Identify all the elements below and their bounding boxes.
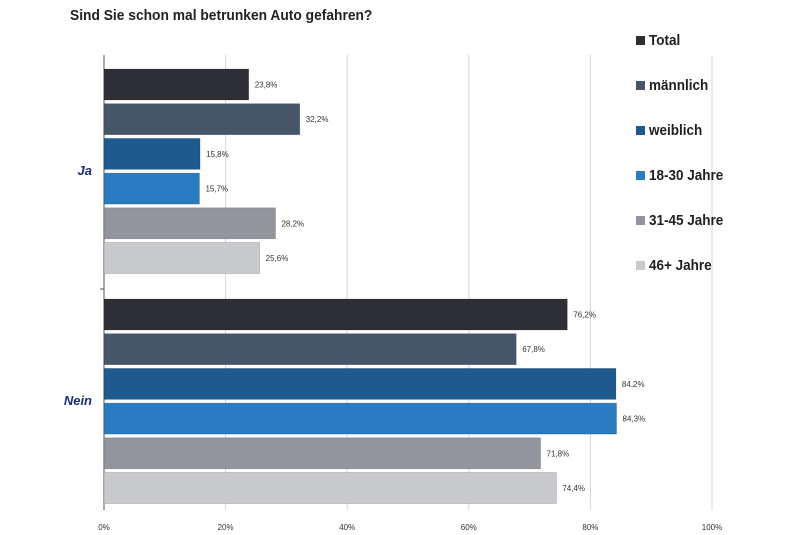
x-tick-label: 0%: [98, 523, 110, 532]
legend-item: 31-45 Jahre: [636, 198, 732, 243]
x-tick-label: 80%: [582, 523, 598, 532]
data-label: 84,3%: [623, 415, 646, 424]
legend-label: männlich: [649, 77, 709, 94]
data-label: 15,8%: [206, 150, 229, 159]
data-label: 15,7%: [205, 185, 228, 194]
x-tick-label: 60%: [461, 523, 477, 532]
legend-label: Total: [649, 32, 681, 49]
legend-swatch: [636, 36, 645, 45]
bar: [103, 368, 617, 400]
legend-swatch: [636, 261, 645, 270]
legend-swatch: [636, 81, 645, 90]
data-label: 28,2%: [281, 219, 304, 228]
bars: [103, 68, 617, 504]
bar: [103, 207, 276, 240]
data-label: 67,8%: [522, 345, 545, 354]
legend-item: weiblich: [636, 108, 732, 153]
value-labels: 23,8% 32,2% 15,8% 15,7% 28,2% 25,6% 76,2% 67,8%…: [205, 81, 645, 494]
x-tick-label: 100%: [702, 523, 722, 532]
bar: [103, 242, 260, 274]
category-label: Ja: [78, 163, 92, 178]
bar: [103, 103, 301, 135]
legend-swatch: [636, 126, 645, 135]
legend-label: 18-30 Jahre: [649, 167, 724, 184]
legend-label: weiblich: [649, 122, 703, 139]
bar: [103, 333, 517, 366]
bar: [103, 172, 200, 205]
bar: [103, 298, 568, 331]
chart-title: Sind Sie schon mal betrunken Auto gefahr…: [70, 7, 373, 24]
bar: [103, 437, 541, 470]
data-label: 71,8%: [547, 449, 570, 458]
data-label: 74,4%: [562, 484, 585, 493]
legend: Total männlich weiblich 18-30 Jahre 31-45 Ja…: [636, 18, 732, 288]
grid-lines: [100, 55, 713, 510]
legend-label: 31-45 Jahre: [649, 212, 724, 229]
data-label: 25,6%: [266, 254, 289, 263]
category-labels: Ja Nein: [64, 163, 92, 408]
x-tick-label: 20%: [218, 523, 234, 532]
legend-swatch: [636, 171, 645, 180]
x-tick-label: 40%: [339, 523, 355, 532]
bar: [103, 138, 201, 170]
data-label: 32,2%: [306, 115, 329, 124]
legend-item: männlich: [636, 63, 732, 108]
data-label: 23,8%: [255, 81, 278, 90]
legend-item: 18-30 Jahre: [636, 153, 732, 198]
legend-item: 46+ Jahre: [636, 243, 732, 288]
bar: [103, 68, 250, 101]
bar: [103, 472, 557, 504]
legend-item: Total: [636, 18, 732, 63]
data-label: 84,2%: [622, 380, 645, 389]
data-label: 76,2%: [573, 311, 596, 320]
category-label: Nein: [64, 393, 92, 408]
x-axis: 0% 20% 40% 60% 80% 100%: [98, 523, 722, 532]
legend-label: 46+ Jahre: [649, 257, 712, 274]
bar: [103, 402, 617, 435]
legend-swatch: [636, 216, 645, 225]
